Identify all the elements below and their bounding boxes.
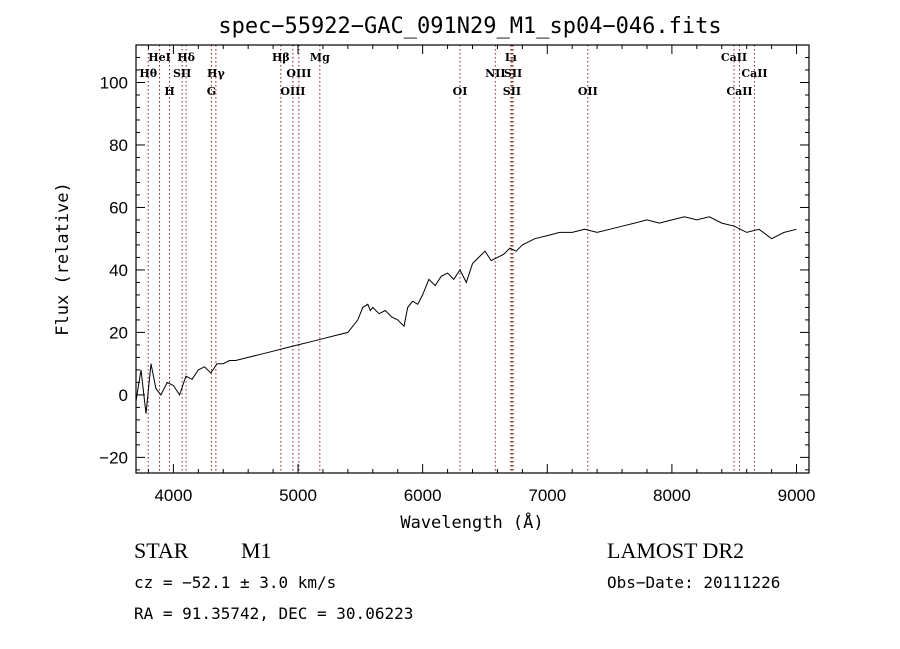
spectral-line-label: Mg <box>310 51 330 64</box>
y-tick-label: 0 <box>119 386 128 405</box>
spectral-line-label: H <box>164 85 174 98</box>
x-tick-label: 9000 <box>778 486 816 505</box>
spectral-line-label: OΙΙΙ <box>286 67 311 80</box>
spectral-line-label: Lı <box>505 51 517 64</box>
spectral-line-label: Hβ <box>272 51 290 64</box>
flux-series-line <box>135 216 797 414</box>
spectral-line-label: NΙΙ <box>485 67 505 80</box>
y-tick-label: −20 <box>99 448 128 467</box>
spectral-line-label: SΙΙ <box>504 67 522 80</box>
spectral-line-label: OΙΙ <box>578 85 598 98</box>
x-tick-label: 8000 <box>653 486 691 505</box>
data-series-group <box>135 216 797 414</box>
y-axis-label: Flux (relative) <box>53 182 73 336</box>
axis-ticks <box>136 44 809 473</box>
spectral-line-label: G <box>207 85 216 98</box>
x-tick-label: 5000 <box>279 486 317 505</box>
y-tick-label: 100 <box>100 73 128 92</box>
x-tick-label: 4000 <box>154 486 192 505</box>
observation-date: Obs−Date: 20111226 <box>607 573 780 592</box>
y-tick-label: 40 <box>109 261 128 280</box>
spectral-line-label: Hδ <box>177 51 195 64</box>
spectral-line-label: Hγ <box>207 67 225 80</box>
spectral-line-label: CaΙΙ <box>721 51 747 64</box>
x-axis-label: Wavelength (Å) <box>400 511 543 533</box>
spectral-line-label: CaΙΙ <box>741 67 767 80</box>
y-tick-labels: −20 0 20 40 60 80 100 <box>99 73 128 467</box>
chart-title: spec−55922−GAC_091N29_M1_sp04−046.fits <box>218 14 721 39</box>
spectral-line-label: CaΙΙ <box>726 85 752 98</box>
y-tick-label: 60 <box>109 198 128 217</box>
redshift-cz: cz = −52.1 ± 3.0 km/s <box>134 573 336 592</box>
survey-name: LAMOST DR2 <box>607 538 744 563</box>
spectral-line-label: SΙΙ <box>503 85 521 98</box>
y-tick-label: 80 <box>109 136 128 155</box>
spectral-line-label: HeΙ <box>148 51 171 64</box>
coordinates: RA = 91.35742, DEC = 30.06223 <box>134 604 413 623</box>
spectral-line-label: SΙΙ <box>173 67 191 80</box>
spectral-line-label: OΙ <box>453 85 468 98</box>
x-tick-label: 7000 <box>528 486 566 505</box>
x-tick-label: 6000 <box>404 486 442 505</box>
y-tick-label: 20 <box>109 323 128 342</box>
object-type: STAR <box>134 538 189 563</box>
spectral-line-markers <box>147 45 755 473</box>
spectral-line-label: Hθ <box>139 67 157 80</box>
plot-frame <box>135 44 810 474</box>
object-subclass: M1 <box>241 538 272 563</box>
x-tick-labels: 4000 5000 6000 7000 8000 9000 <box>154 486 815 505</box>
spectral-line-label: OΙΙΙ <box>280 85 305 98</box>
